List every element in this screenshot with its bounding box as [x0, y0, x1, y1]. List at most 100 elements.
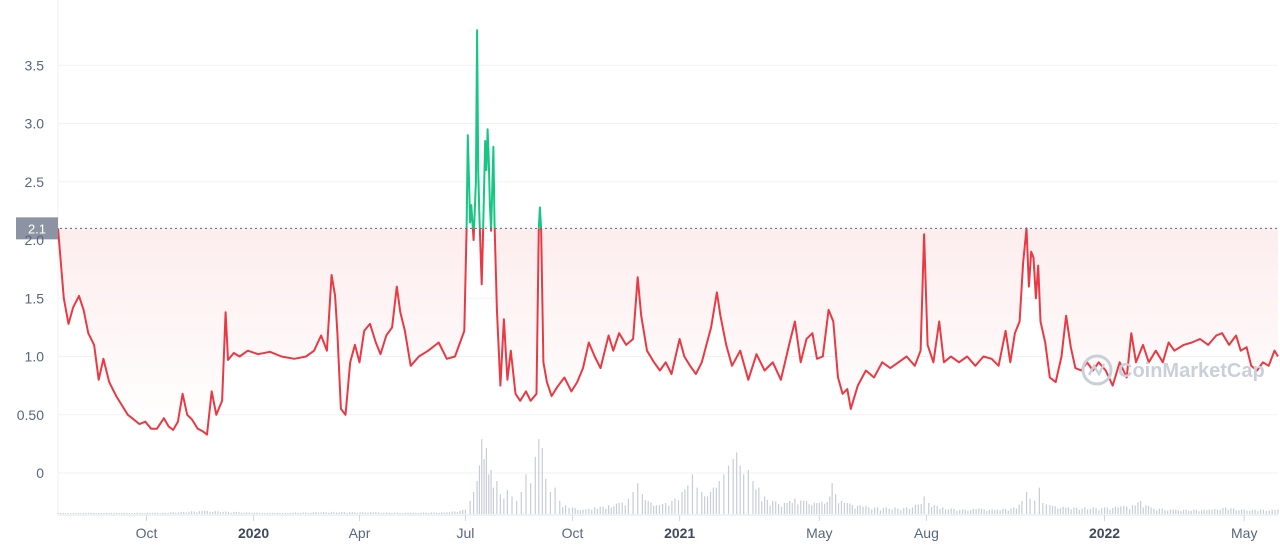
volume-bar	[279, 513, 281, 514]
volume-bar	[885, 507, 887, 514]
volume-bar	[1259, 509, 1262, 514]
volume-bar	[428, 513, 430, 514]
volume-bar	[394, 512, 396, 514]
volume-bar	[840, 500, 843, 514]
volume-bar	[1265, 510, 1267, 514]
volume-bar	[246, 512, 248, 514]
volume-bar	[928, 503, 930, 514]
volume-bar	[1167, 510, 1169, 514]
volume-bar	[930, 507, 933, 514]
volume-bar	[243, 512, 245, 514]
volume-bar	[1076, 507, 1078, 514]
volume-bar	[994, 510, 996, 514]
volume-bar	[684, 489, 686, 514]
volume-bar	[443, 512, 445, 514]
volume-bar	[942, 507, 944, 514]
volume-bar	[641, 494, 643, 514]
volume-bar	[256, 512, 258, 514]
volume-bar	[920, 503, 922, 514]
x-tick-label: Jul	[456, 525, 474, 541]
volume-bar	[1112, 508, 1114, 514]
volume-bar	[769, 505, 771, 514]
volume-bar	[677, 500, 680, 514]
volume-bar	[829, 496, 831, 514]
volume-bar	[975, 509, 977, 514]
volume-bar	[1126, 506, 1128, 514]
volume-bar	[671, 500, 673, 514]
volume-bar	[162, 512, 164, 514]
volume-bar	[499, 494, 501, 514]
volume-bar	[446, 512, 448, 514]
volume-bar	[462, 510, 464, 514]
volume-bar	[917, 504, 919, 514]
volume-bar	[624, 505, 626, 514]
volume-bar	[240, 512, 243, 514]
volume-bar	[1117, 507, 1119, 514]
volume-bar	[851, 505, 853, 514]
volume-bar	[888, 508, 890, 514]
volume-bar	[300, 513, 302, 514]
volume-bar	[294, 512, 297, 514]
volume-bar	[854, 508, 856, 514]
price-line	[57, 29, 1279, 436]
volume-bar	[435, 512, 438, 514]
volume-bar	[1089, 508, 1092, 514]
volume-bar	[251, 513, 253, 514]
volume-bar	[947, 509, 949, 514]
volume-bar	[305, 512, 307, 514]
volume-bar	[1240, 509, 1243, 514]
volume-bar	[407, 512, 409, 514]
volume-bar	[90, 513, 92, 514]
volume-bar	[933, 505, 935, 514]
volume-bar	[98, 513, 100, 514]
volume-bar	[821, 501, 823, 514]
volume-bar	[687, 485, 689, 514]
volume-bar	[157, 512, 159, 514]
volume-bar	[1268, 510, 1270, 514]
volume-bar	[116, 513, 118, 514]
volume-bar	[674, 498, 676, 514]
volume-bar	[103, 513, 105, 514]
volume-bar	[343, 512, 345, 514]
volume-bar	[1018, 504, 1020, 514]
volume-bar	[77, 513, 79, 514]
volume-bar	[1021, 500, 1023, 514]
volume-bar	[385, 512, 388, 514]
y-tick-label: 3.0	[25, 116, 45, 132]
volume-bar	[1140, 500, 1142, 514]
volume-bar	[538, 439, 540, 514]
volume-bar	[658, 505, 661, 514]
volume-bar	[549, 492, 552, 514]
volume-bar	[139, 512, 141, 514]
volume-bar	[615, 503, 618, 514]
x-tick-label: Apr	[349, 525, 371, 541]
volume-bar	[492, 487, 494, 514]
volume-bar	[1232, 508, 1235, 514]
volume-bar	[93, 513, 95, 514]
volume-bar	[1065, 507, 1067, 514]
volume-bar	[650, 502, 652, 514]
volume-bar	[596, 508, 599, 514]
volume-bar	[525, 474, 527, 514]
volume-bar	[65, 513, 67, 514]
volume-bar	[1249, 510, 1251, 514]
reference-line: 2.1	[16, 217, 1278, 240]
x-tick-label: Oct	[562, 525, 584, 541]
volume-bar	[530, 483, 532, 514]
volume-bar	[253, 512, 256, 514]
watermark-logo-mark	[1087, 363, 1106, 377]
volume-bar	[911, 507, 914, 514]
volume-bar	[846, 503, 848, 514]
volume-bar	[923, 496, 925, 514]
volume-bar	[233, 511, 235, 514]
x-tick-label: 2022	[1089, 525, 1120, 541]
volume-bar	[1114, 506, 1117, 514]
volume-bar	[481, 439, 483, 514]
volume-bar	[100, 513, 102, 514]
volume-bar	[1095, 508, 1097, 514]
volume-bar	[534, 456, 536, 514]
volume-bar	[1134, 505, 1136, 514]
volume-bar	[1211, 509, 1213, 514]
volume-bar	[823, 503, 826, 514]
